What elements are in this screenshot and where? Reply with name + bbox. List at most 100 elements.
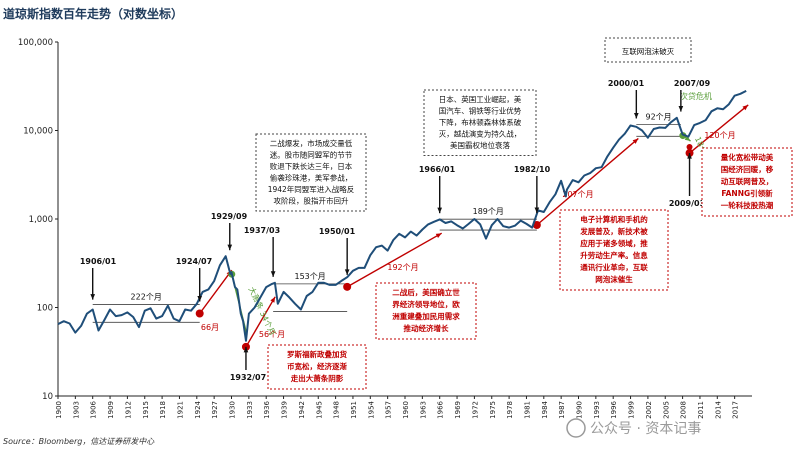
event-pointer-head [197, 295, 203, 302]
annotation-line: 国汽车、钢铁等行业优势 [439, 106, 522, 116]
x-tick-label: 1984 [541, 400, 549, 418]
dow-jones-series-line [57, 90, 747, 342]
event-label: 1906/01 [80, 257, 117, 266]
annotation-box-frame [423, 89, 537, 156]
x-tick-label: 1909 [107, 401, 115, 419]
event-label: 1924/07 [176, 257, 212, 266]
annotation-box-frame [701, 147, 793, 217]
event-label: 1982/10 [514, 165, 551, 174]
event-label: 1950/01 [319, 227, 356, 236]
annotation-line: 量化宽松带动美 [721, 152, 774, 162]
x-tick-label: 1963 [419, 401, 427, 419]
annotation-line: 1942年同盟军进入战略反 [268, 184, 355, 194]
x-tick-label: 1960 [402, 401, 410, 419]
event-pointer-head [90, 294, 96, 300]
x-tick-label: 1906 [90, 400, 98, 418]
rally-label: 192个月 [387, 263, 418, 272]
annotation-line: 国经济回暖，移 [721, 164, 774, 174]
x-tick-label: 1930 [229, 401, 237, 419]
x-tick-label: 1900 [55, 401, 63, 419]
annotation-line: 电子计算机和手机的 [580, 214, 648, 224]
flat-period-label: 222个月 [131, 293, 162, 302]
x-tick-label: 1954 [367, 400, 375, 418]
annotation-line: 发展普及，新技术被 [579, 226, 648, 236]
annotation-line: 二战爆发，市场成交量低 [270, 138, 353, 148]
event-pointer-head [270, 271, 276, 277]
annotation-japan: 日本、英国工业崛起，美国汽车、钢铁等行业优势下降，布林顿森林体系破灭，越战演变为… [423, 89, 537, 156]
event-pointer-head [534, 207, 540, 213]
annotation-line: FANNG引领新 [721, 188, 773, 198]
x-tick-label: 2011 [697, 401, 705, 419]
rally-label: 56个月 [259, 330, 285, 339]
rally-arrow [245, 296, 276, 348]
rally-label: 120个月 [704, 131, 735, 140]
event-labels: 1906/01 1924/07 1929/09 1932/07 1937/03 1950/… [80, 79, 711, 382]
event-label: 1966/01 [419, 165, 456, 174]
event-pointer-head [243, 346, 249, 353]
annotation-line: 二战后，美国确立世 [392, 287, 460, 297]
rally-arrow-head [742, 104, 749, 111]
x-tick-label: 1915 [142, 401, 150, 419]
x-tick-label: 2014 [714, 400, 722, 418]
annotation-line: 一轮科技股热潮 [721, 200, 774, 210]
x-tick-label: 2002 [645, 401, 653, 419]
annotation-line: 日本、英国工业崛起，美 [439, 94, 522, 104]
y-tick-label: 100,000 [18, 38, 53, 48]
rally-arrow-head [632, 138, 639, 144]
annotation-line: 美国霸权地位衰落 [450, 140, 510, 150]
rally-arrow [689, 104, 749, 154]
chart-title: 道琼斯指数百年走势（对数坐标） [3, 6, 183, 21]
event-label: 1929/09 [211, 212, 248, 221]
x-tick-label: 1978 [506, 401, 514, 419]
x-tick-label: 1912 [124, 401, 132, 419]
x-tick-label: 1933 [246, 401, 254, 419]
y-axis: 10 100 1,000 10,000 100,000 [18, 38, 59, 402]
x-tick-label: 1969 [454, 401, 462, 419]
annotation-box-frame [255, 133, 367, 212]
event-pointer-head [633, 112, 639, 119]
event-label: 2007/09 [674, 79, 711, 88]
x-axis: 1900 1903 1906 1909 1912 1915 1918 1921 1924 1927… [55, 395, 752, 419]
rally-arrow [346, 232, 443, 288]
x-tick-label: 1966 [437, 400, 445, 418]
annotation-line: 币宽松，经济逐渐 [287, 361, 347, 371]
y-tick-label: 10,000 [23, 127, 53, 137]
event-pointer-head [227, 244, 233, 251]
x-tick-label: 1957 [385, 401, 393, 419]
annotation-line: 动互联网普及， [721, 176, 774, 186]
x-tick-label: 1939 [281, 401, 289, 419]
event-dot [686, 144, 693, 151]
annotation-line: 偷袭珍珠港，美军参战， [270, 173, 353, 183]
x-tick-label: 2005 [662, 401, 670, 419]
x-tick-label: 1990 [576, 401, 584, 419]
annotation-line: 界经济领导地位，欧 [392, 299, 460, 309]
annotation-line: 应用于诸多领域，推 [580, 238, 648, 248]
x-tick-label: 1996 [610, 400, 618, 418]
x-tick-label: 1936 [263, 400, 271, 418]
event-pointer-head [678, 106, 684, 112]
event-label: 2000/01 [608, 79, 645, 88]
rally-arrow-head [270, 296, 276, 303]
rally-arrows: 66月 56个月 192个月 207个月 120个月 [195, 104, 749, 351]
event-pointer-head [437, 207, 443, 214]
y-tick-label: 1,000 [29, 215, 53, 225]
x-tick-label: 1948 [333, 401, 341, 419]
x-tick-label: 1987 [558, 401, 566, 419]
annotation-dotcom: 互联网泡沫破灭 [604, 37, 692, 63]
x-tick-label: 1942 [298, 401, 306, 419]
annotation-line: 灭，越战演变为持久战， [439, 129, 522, 139]
subprime-label: 次贷危机 [680, 91, 712, 101]
annotation-line: 罗斯福新政叠加货 [287, 349, 347, 359]
rally-label: 207个月 [562, 190, 593, 199]
x-tick-label: 1945 [315, 401, 323, 419]
annotation-ww2: 二战爆发，市场成交量低迷。股市随同盟军的节节败退下跌长达三年，日本偷袭珍珠港，美… [255, 133, 367, 212]
annotation-line: 通讯行业革命，互联 [580, 262, 648, 272]
x-tick-label: 1999 [628, 401, 636, 419]
source-note: Source：Bloomberg，信达证券研发中心 [3, 437, 155, 446]
decline-arrow-head [684, 135, 691, 142]
rally-arrow [199, 269, 233, 314]
annotation-line: 迷。股市随同盟军的节节 [270, 150, 353, 160]
